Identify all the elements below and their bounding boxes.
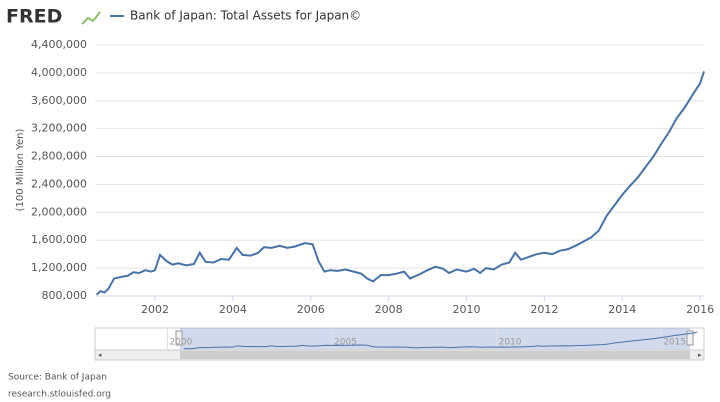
y-tick-label: 1,600,000 [31,233,87,246]
scrollbar-thumb[interactable] [180,351,690,359]
x-tick-label: 2010 [452,303,480,316]
navigator-line [183,331,698,350]
x-tick-label: 2016 [686,303,714,316]
y-tick-label: 2,400,000 [31,177,87,190]
navigator-tick-label: 2000 [169,338,192,348]
y-tick-label: 3,200,000 [31,122,87,135]
x-tick-label: 2012 [530,303,558,316]
x-tick-label: 2014 [608,303,636,316]
scroll-left[interactable]: ◂ [98,351,102,359]
x-tick-label: 2006 [297,303,325,316]
navigator-handle[interactable] [686,330,694,346]
data-line [95,71,705,296]
y-tick-label: 800,000 [42,289,88,302]
navigator-tick-label: 2005 [334,338,357,348]
legend-label: Bank of Japan: Total Assets for Japan© [130,9,361,23]
y-tick-label: 4,400,000 [31,38,87,51]
x-tick-label: 2008 [375,303,403,316]
y-tick-label: 4,000,000 [31,66,87,79]
y-tick-label: 3,600,000 [31,94,87,107]
navigator-range[interactable] [180,328,690,350]
source: Source: Bank of Japan [8,373,107,383]
x-tick-label: 2004 [219,303,247,316]
scroll-right[interactable]: ▸ [698,351,702,359]
navigator-tick-label: 2010 [499,338,522,348]
logo-icon [81,11,101,25]
navigator-handle[interactable] [175,330,183,346]
source-url[interactable]: research.stlouisfed.org [8,390,111,400]
x-tick-label: 2002 [141,303,169,316]
y-tick-label: 1,200,000 [31,261,87,274]
y-tick-label: 2,000,000 [31,205,87,218]
navigator-tick-label: 2015 [663,338,686,348]
logo: FRED [6,6,62,28]
y-tick-label: 2,800,000 [31,150,87,163]
y-axis-label: (100 Million Yen) [15,129,26,212]
